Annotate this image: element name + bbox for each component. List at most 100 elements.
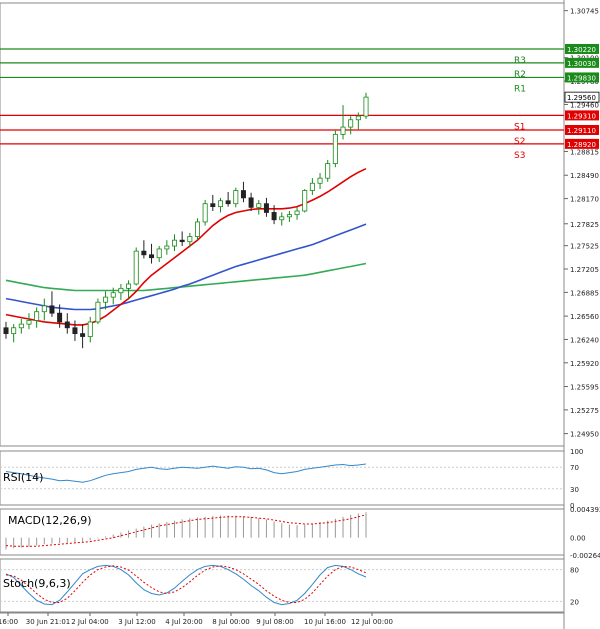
time-axis: 16:00 30 Jun 21:01 2 Jul 04:00 3 Jul 12:00 4… (0, 612, 564, 626)
time-tick-label: 12 Jul 00:00 (351, 618, 393, 626)
candle-body (64, 321, 70, 329)
macd-tick-label: 0.004392 (570, 506, 600, 514)
candle-body (233, 190, 239, 205)
rsi-label: RSI(14) (3, 471, 43, 484)
candle-body (149, 254, 155, 259)
price-tick-label: 1.28170 (570, 196, 599, 204)
level-name-r3: R3 (514, 56, 526, 66)
candle-body (286, 214, 292, 218)
candle-body (279, 216, 285, 221)
candle-body (340, 126, 346, 135)
level-tag-s3 (565, 138, 599, 149)
macd-signal-line (5, 514, 367, 547)
level-price-s2: 1.29110 (567, 127, 596, 135)
macd-pane: 0.004392 0.00 -0.002645 MACD(12,26,9) (0, 506, 600, 560)
level-name-s2: S2 (514, 137, 525, 147)
candle-body (348, 119, 354, 128)
rsi-tick-label: 30 (570, 486, 579, 494)
rsi-tick-label: 0 (570, 502, 574, 510)
candle-body (103, 296, 109, 303)
stoch-pane: 80 20 Stoch(9,6,3) (0, 558, 579, 613)
time-tick-label: 8 Jul 00:00 (212, 618, 250, 626)
level-tag-r3 (565, 43, 599, 54)
candle-body (49, 305, 55, 314)
level-tag-s1 (565, 110, 599, 121)
candle-body (126, 283, 132, 289)
candle-body (263, 203, 269, 213)
level-tag-r2 (565, 57, 599, 68)
candle-body (256, 203, 262, 208)
candle-body (225, 200, 231, 205)
candle-body (309, 182, 315, 191)
candle-body (18, 323, 24, 329)
candle-body (41, 305, 47, 313)
price-tick-label: 1.26885 (570, 289, 599, 297)
level-tag-s2 (565, 124, 599, 135)
candle-body (179, 239, 185, 243)
candle-body (80, 333, 86, 337)
stoch-frame (0, 558, 565, 613)
stoch-label: Stoch(9,6,3) (3, 577, 71, 590)
rsi-line (5, 463, 367, 483)
price-tick-label: 1.30745 (570, 8, 599, 16)
rsi-frame (0, 450, 565, 506)
candle-body (302, 190, 308, 212)
candle-body (72, 327, 78, 335)
time-tick-label: 3 Jul 12:00 (118, 618, 156, 626)
candle-body (210, 203, 216, 208)
candle-body (57, 312, 63, 323)
candle-body (248, 197, 254, 208)
level-price-r3: 1.30220 (567, 46, 596, 54)
rsi-tick-label: 70 (570, 464, 579, 472)
level-name-s1: S1 (514, 122, 525, 132)
time-tick-label: 9 Jul 08:00 (256, 618, 294, 626)
candle-body (95, 301, 101, 323)
price-tick-label: 1.25920 (570, 360, 599, 368)
candle-body (194, 221, 200, 237)
candle-body (26, 320, 32, 325)
price-tick-label: 1.27205 (570, 266, 599, 274)
stoch-main-line (5, 564, 367, 606)
candle-body (110, 292, 116, 298)
candle-body (156, 248, 162, 259)
candle-body (202, 203, 208, 223)
candle-body (3, 327, 9, 335)
candle-body (294, 210, 300, 216)
candle-body (141, 250, 147, 256)
current-price-tag (564, 91, 600, 103)
price-tick-label: 1.26560 (570, 313, 599, 321)
time-tick-label: 10 Jul 16:00 (304, 618, 346, 626)
price-tick-label: 1.26240 (570, 336, 599, 344)
rsi-pane: 100 70 30 0 RSI(14) (0, 448, 583, 510)
time-tick-label: 16:00 (0, 618, 18, 626)
stoch-signal-line (5, 565, 367, 603)
candle-body (240, 190, 246, 199)
rsi-tick-label: 100 (570, 448, 583, 456)
price-tick-label: 1.29460 (570, 101, 599, 109)
candle-body (187, 236, 193, 243)
price-tick-label: 1.24950 (570, 431, 599, 439)
price-tick-label: 1.25595 (570, 384, 599, 392)
candle-body (118, 287, 124, 294)
candle-body (355, 115, 361, 121)
ma-mid-line (5, 223, 367, 311)
candle-body (363, 96, 369, 117)
candle-body (133, 250, 139, 285)
macd-label: MACD(12,26,9) (8, 514, 92, 527)
level-name-r1: R1 (514, 84, 526, 94)
candle-body (164, 245, 170, 250)
level-price-s1: 1.29310 (567, 112, 596, 120)
candle-body (217, 200, 223, 208)
price-tick-label: 1.28490 (570, 172, 599, 180)
macd-tick-label: -0.002645 (570, 552, 600, 560)
stoch-tick-label: 80 (570, 567, 579, 575)
level-price-r1: 1.29830 (567, 74, 596, 82)
candle-body (87, 321, 93, 337)
time-tick-label: 30 Jun 21:01 (26, 618, 70, 626)
level-price-r2: 1.30030 (567, 60, 596, 68)
level-price-s3: 1.28920 (567, 141, 596, 149)
time-tick-label: 2 Jul 04:00 (71, 618, 109, 626)
candle-body (172, 239, 178, 247)
